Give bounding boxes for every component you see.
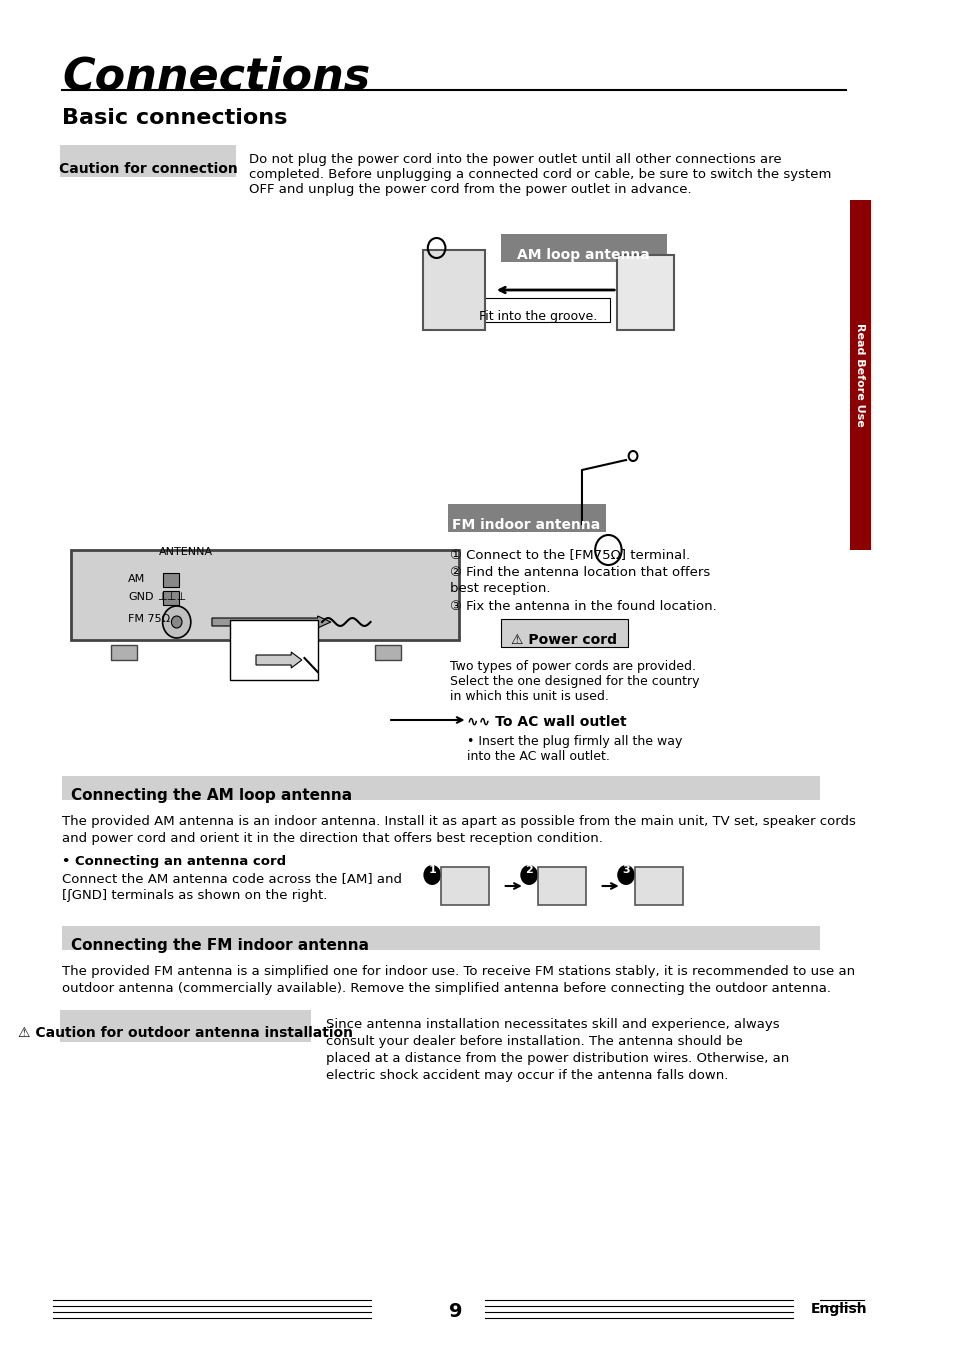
Text: 9: 9 (449, 1303, 462, 1322)
Text: FM indoor antenna: FM indoor antenna (452, 519, 600, 532)
Text: ∿∿ To AC wall outlet: ∿∿ To AC wall outlet (467, 715, 626, 728)
Bar (62, 776, 819, 800)
Text: [ʃGND] terminals as shown on the right.: [ʃGND] terminals as shown on the right. (62, 890, 327, 902)
Text: ANTENNA: ANTENNA (159, 547, 213, 556)
FancyArrow shape (212, 616, 331, 628)
FancyBboxPatch shape (448, 504, 605, 532)
Text: GND: GND (128, 592, 153, 603)
Text: Connect the AM antenna code across the [AM] and: Connect the AM antenna code across the [… (62, 872, 402, 886)
Text: into the AC wall outlet.: into the AC wall outlet. (467, 750, 610, 764)
Text: ⊥⊥⊥: ⊥⊥⊥ (157, 592, 187, 603)
Text: and power cord and orient it in the direction that offers best reception conditi: and power cord and orient it in the dire… (62, 831, 602, 845)
Text: 1: 1 (428, 865, 436, 875)
Text: English: English (810, 1303, 866, 1316)
Text: The provided FM antenna is a simplified one for indoor use. To receive FM statio: The provided FM antenna is a simplified … (62, 965, 855, 978)
Bar (537, 867, 586, 904)
Text: in which this unit is used.: in which this unit is used. (450, 691, 608, 703)
Bar (71, 550, 458, 640)
Circle shape (519, 865, 537, 886)
Text: placed at a distance from the power distribution wires. Otherwise, an: placed at a distance from the power dist… (326, 1052, 789, 1066)
Circle shape (423, 865, 440, 886)
Text: outdoor antenna (commercially available). Remove the simplified antenna before c: outdoor antenna (commercially available)… (62, 982, 830, 995)
Text: • Insert the plug firmly all the way: • Insert the plug firmly all the way (467, 735, 682, 747)
Bar (423, 250, 484, 330)
Text: consult your dealer before installation. The antenna should be: consult your dealer before installation.… (326, 1034, 742, 1048)
Circle shape (172, 616, 182, 628)
Text: best reception.: best reception. (450, 582, 550, 594)
Text: Read Before Use: Read Before Use (855, 324, 864, 427)
Bar (62, 926, 819, 951)
Text: AM loop antenna: AM loop antenna (517, 248, 649, 263)
Text: The provided AM antenna is an indoor antenna. Install it as apart as possible fr: The provided AM antenna is an indoor ant… (62, 815, 855, 829)
Text: Since antenna installation necessitates skill and experience, always: Since antenna installation necessitates … (326, 1018, 780, 1030)
Text: Fit into the groove.: Fit into the groove. (478, 310, 597, 324)
Circle shape (162, 607, 191, 638)
Text: AM: AM (128, 574, 146, 584)
FancyBboxPatch shape (465, 298, 610, 322)
FancyBboxPatch shape (60, 1010, 311, 1043)
Text: 2: 2 (525, 865, 533, 875)
Text: Two types of power cords are provided.: Two types of power cords are provided. (450, 659, 695, 673)
Text: FM 75Ω: FM 75Ω (128, 613, 171, 624)
Bar (634, 867, 682, 904)
Text: completed. Before unplugging a connected cord or cable, be sure to switch the sy: completed. Before unplugging a connected… (249, 168, 830, 181)
Text: • Connecting an antenna cord: • Connecting an antenna cord (62, 854, 286, 868)
Bar (375, 645, 401, 659)
Text: Caution for connection: Caution for connection (59, 162, 237, 176)
Text: ③ Fix the antenna in the found location.: ③ Fix the antenna in the found location. (450, 600, 716, 613)
Bar (230, 620, 317, 680)
FancyBboxPatch shape (500, 234, 667, 263)
Bar (111, 645, 137, 659)
Text: Basic connections: Basic connections (62, 108, 287, 129)
Circle shape (617, 865, 634, 886)
Text: Connecting the AM loop antenna: Connecting the AM loop antenna (71, 788, 352, 803)
Text: Select the one designed for the country: Select the one designed for the country (450, 676, 699, 688)
FancyBboxPatch shape (60, 145, 235, 177)
Bar (617, 255, 674, 330)
FancyBboxPatch shape (849, 200, 870, 550)
Bar (163, 590, 179, 605)
Text: ⚠ Power cord: ⚠ Power cord (511, 634, 617, 647)
Text: 3: 3 (621, 865, 629, 875)
Text: ② Find the antenna location that offers: ② Find the antenna location that offers (450, 566, 709, 580)
Text: ① Connect to the [FM75Ω] terminal.: ① Connect to the [FM75Ω] terminal. (450, 548, 689, 561)
Bar (440, 867, 489, 904)
Text: Connecting the FM indoor antenna: Connecting the FM indoor antenna (71, 938, 369, 953)
Bar (242, 645, 269, 659)
Bar (163, 573, 179, 588)
Text: electric shock accident may occur if the antenna falls down.: electric shock accident may occur if the… (326, 1070, 728, 1082)
FancyBboxPatch shape (500, 619, 627, 647)
Text: Do not plug the power cord into the power outlet until all other connections are: Do not plug the power cord into the powe… (249, 153, 781, 167)
Text: Connections: Connections (62, 56, 370, 97)
Text: ⚠ Caution for outdoor antenna installation: ⚠ Caution for outdoor antenna installati… (18, 1026, 353, 1040)
FancyArrow shape (255, 653, 301, 668)
Text: OFF and unplug the power cord from the power outlet in advance.: OFF and unplug the power cord from the p… (249, 183, 691, 196)
